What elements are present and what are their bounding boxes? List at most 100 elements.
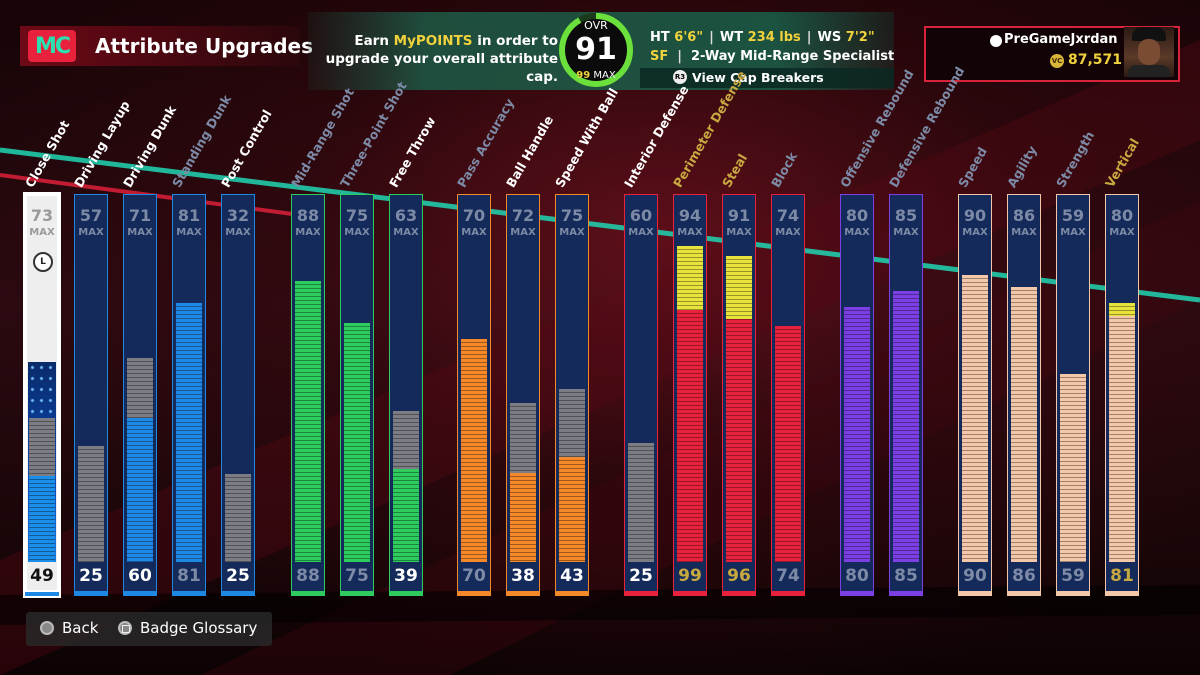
cap-breaker-fill <box>1109 303 1135 317</box>
mypoints-highlight: MyPOINTS <box>393 33 473 49</box>
attribute-current-value: 85 <box>894 566 918 586</box>
attribute-current-value: 75 <box>345 566 369 586</box>
back-button[interactable]: Back <box>62 619 99 637</box>
badge-glossary-button[interactable]: Badge Glossary <box>140 619 258 637</box>
attribute-current-value: 88 <box>296 566 320 586</box>
attribute-baseline <box>1105 592 1139 596</box>
attribute-column[interactable]: 91 MAX 96 Steal <box>719 151 756 596</box>
ovr-label: OVR <box>584 19 608 32</box>
attribute-max-value: 73 <box>30 206 54 225</box>
attribute-baseline <box>340 592 374 596</box>
attribute-column[interactable]: 74 MAX 74 Block <box>768 149 805 596</box>
attribute-column[interactable]: 73 MAX L 49 Close Shot <box>22 118 72 598</box>
attribute-fill <box>1109 306 1135 562</box>
attribute-max-value: 94 <box>678 206 702 225</box>
attribute-column[interactable]: 63 MAX 39 Free Throw <box>386 114 438 596</box>
attribute-potential-fill <box>78 446 104 562</box>
attribute-column[interactable]: 32 MAX 25 Post Control <box>218 107 275 596</box>
attribute-column[interactable]: 75 MAX 75 Three-Point Shot <box>337 79 410 596</box>
attribute-max-label: MAX <box>78 227 104 238</box>
vc-coin-icon: VC <box>1050 54 1064 68</box>
attribute-column[interactable]: 80 MAX 80 Offensive Rebound <box>837 67 917 596</box>
attribute-max-value: 75 <box>560 206 584 225</box>
attribute-max-label: MAX <box>893 227 919 238</box>
attribute-baseline <box>389 592 423 596</box>
attribute-column[interactable]: 90 MAX 90 Speed <box>955 145 992 596</box>
attribute-current-value: 81 <box>1110 566 1134 586</box>
attribute-column[interactable]: 70 MAX 70 Pass Accuracy <box>454 96 517 596</box>
attribute-potential-fill <box>225 474 251 562</box>
attribute-baseline <box>123 592 157 596</box>
attribute-baseline <box>624 592 658 596</box>
attribute-current-value: 70 <box>462 566 486 586</box>
archetype-value: 2-Way Mid-Range Specialist <box>691 49 895 64</box>
attribute-max-label: MAX <box>176 227 202 238</box>
attribute-max-label: MAX <box>295 227 321 238</box>
attribute-max-value: 72 <box>511 206 535 225</box>
attribute-baseline <box>172 592 206 596</box>
attribute-current-value: 80 <box>845 566 869 586</box>
attribute-max-value: 59 <box>1061 206 1085 225</box>
attribute-max-value: 32 <box>226 206 250 225</box>
height-value: 6'6" <box>674 30 704 45</box>
attribute-max-value: 70 <box>462 206 486 225</box>
attribute-fill <box>559 456 585 562</box>
attribute-max-value: 85 <box>894 206 918 225</box>
view-cap-breakers-button[interactable] <box>640 68 894 88</box>
attribute-baseline <box>958 592 992 596</box>
attribute-max-value: 80 <box>845 206 869 225</box>
attribute-max-value: 57 <box>79 206 103 225</box>
attribute-fill <box>176 303 202 562</box>
attribute-column[interactable]: 85 MAX 85 Defensive Rebound <box>886 64 967 596</box>
attribute-max-label: MAX <box>962 227 988 238</box>
attribute-column[interactable]: 72 MAX 38 Ball Handle <box>503 113 556 596</box>
attribute-max-value: 80 <box>1110 206 1134 225</box>
attribute-current-value: 86 <box>1012 566 1036 586</box>
attribute-max-value: 91 <box>727 206 751 225</box>
attribute-column[interactable]: 57 MAX 25 Driving Layup <box>71 98 133 596</box>
attribute-baseline <box>74 592 108 596</box>
weight-value: 234 lbs <box>747 30 801 45</box>
attribute-current-value: 43 <box>560 566 584 586</box>
r3-button-icon: R3 <box>673 70 687 84</box>
attribute-max-value: 90 <box>963 206 987 225</box>
attribute-max-label: MAX <box>344 227 370 238</box>
attribute-max-value: 63 <box>394 206 418 225</box>
attribute-column[interactable]: 75 MAX 43 Speed With Ball <box>552 85 621 596</box>
attribute-baseline <box>840 592 874 596</box>
ovr-value: 91 <box>575 32 617 67</box>
attribute-potential-fill <box>628 443 654 562</box>
attribute-max-label: MAX <box>461 227 487 238</box>
attribute-current-value: 39 <box>394 566 418 586</box>
attribute-max-label: MAX <box>510 227 536 238</box>
selection-highlight <box>23 192 61 598</box>
attribute-fill <box>393 469 419 562</box>
attribute-max-value: 71 <box>128 206 152 225</box>
attribute-current-value: 60 <box>128 566 152 586</box>
attribute-column[interactable]: 88 MAX 88 Mid-Range Shot <box>288 85 357 596</box>
attribute-fill <box>127 418 153 562</box>
vc-balance: 87,571 <box>1068 52 1123 68</box>
attribute-fill <box>461 338 487 562</box>
logo-text: MC <box>34 33 71 59</box>
attribute-current-value: 25 <box>629 566 653 586</box>
attribute-column[interactable]: 86 MAX 86 Agility <box>1004 143 1041 596</box>
attribute-column[interactable]: 81 MAX 81 Standing Dunk <box>169 92 234 596</box>
attribute-max-value: 88 <box>296 206 320 225</box>
attribute-column[interactable]: 60 MAX 25 Interior Defense <box>621 83 692 596</box>
attribute-column[interactable]: 80 MAX 81 Vertical <box>1102 136 1142 596</box>
view-cap-breakers-label[interactable]: View Cap Breakers <box>692 70 824 85</box>
attribute-fill <box>295 281 321 562</box>
attribute-fill <box>1060 373 1086 562</box>
attribute-column[interactable]: 59 MAX 59 Strength <box>1053 129 1097 596</box>
attribute-current-value: 99 <box>678 566 702 586</box>
attribute-column[interactable]: 71 MAX 60 Driving Dunk <box>120 103 179 596</box>
attribute-max-label: MAX <box>1060 227 1086 238</box>
attribute-baseline <box>722 592 756 596</box>
player-measurements: HT 6'6" | WT 234 lbs | WS 7'2" <box>650 30 875 45</box>
attribute-column[interactable]: 94 MAX 99 Perimeter Defense <box>670 68 749 596</box>
attribute-max-value: 60 <box>629 206 653 225</box>
attribute-baseline <box>771 592 805 596</box>
attribute-fill <box>1011 287 1037 562</box>
attribute-fill <box>893 290 919 562</box>
